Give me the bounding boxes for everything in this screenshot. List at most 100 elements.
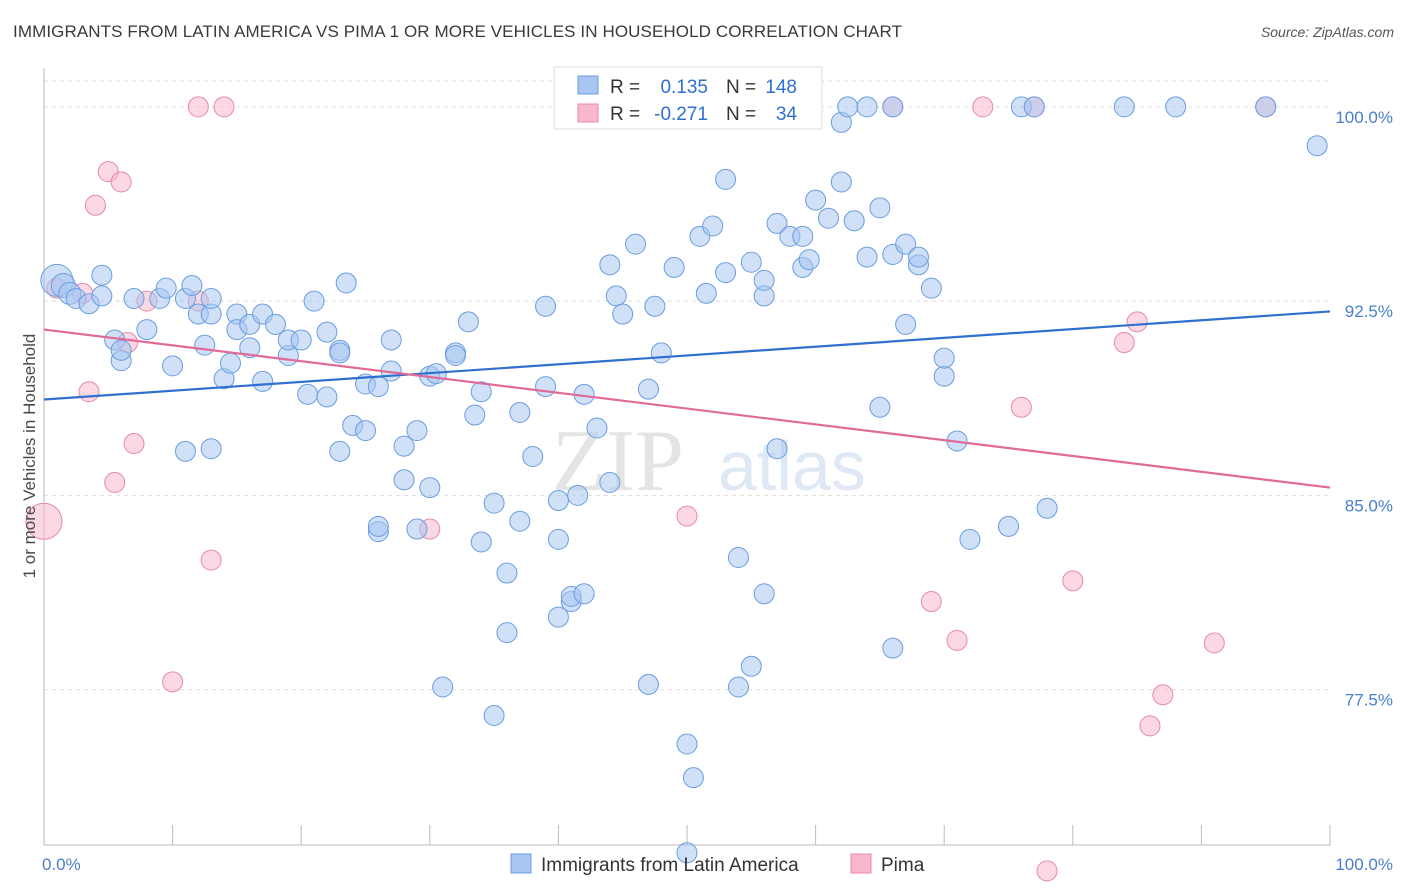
latin-america-point	[316, 386, 338, 408]
trend-lines	[43, 310, 1331, 489]
latin-america-point	[329, 342, 351, 364]
legend-n-value-pink: 34	[776, 104, 798, 125]
latin-america-point	[181, 275, 203, 297]
latin-america-point	[869, 197, 891, 219]
pima-point	[1113, 332, 1135, 354]
latin-america-point	[650, 342, 672, 364]
latin-america-point	[907, 246, 929, 268]
latin-america-point	[470, 381, 492, 403]
latin-america-point	[470, 531, 492, 553]
latin-america-point	[406, 518, 428, 540]
pima-point	[123, 433, 145, 455]
pima-point	[25, 502, 63, 540]
pima-point	[110, 171, 132, 193]
legend-r-label-blue: R =	[610, 77, 640, 98]
latin-america-point	[882, 637, 904, 659]
latin-america-point	[509, 510, 531, 532]
watermark-atlas: atlas	[718, 427, 866, 505]
latin-america-point	[496, 562, 518, 584]
x-tick-label-max: 100.0%	[1335, 855, 1393, 874]
latin-america-point	[895, 313, 917, 335]
legend-r-value-blue: 0.135	[660, 77, 708, 98]
latin-america-point	[393, 469, 415, 491]
latin-america-point	[432, 676, 454, 698]
legend-swatch-blue	[577, 75, 599, 95]
latin-america-point	[637, 378, 659, 400]
latin-america-point	[219, 352, 241, 374]
latin-america-point	[644, 295, 666, 317]
latin-america-point	[464, 404, 486, 426]
y-tick-label: 77.5%	[1345, 691, 1393, 710]
latin-america-point	[535, 376, 557, 398]
latin-america-point	[1306, 135, 1328, 157]
latin-america-point	[586, 417, 608, 439]
latin-america-point	[895, 233, 917, 255]
pima-point	[972, 96, 994, 118]
latin-america-point	[297, 383, 319, 405]
latin-america-point	[612, 303, 634, 325]
latin-america-point	[599, 254, 621, 276]
latin-america-point	[715, 262, 737, 284]
series-legend-swatch-blue	[510, 853, 532, 874]
latin-america-point	[933, 365, 955, 387]
latin-america-point	[766, 212, 788, 234]
latin-america-point	[837, 96, 859, 118]
latin-america-point	[496, 622, 518, 644]
latin-america-point	[239, 337, 261, 359]
x-tick-label-min: 0.0%	[42, 855, 81, 874]
pima-point	[1203, 632, 1225, 654]
legend-swatch-pink	[577, 103, 599, 123]
legend-r-value-pink: -0.271	[654, 104, 708, 125]
latin-america-point	[1165, 96, 1187, 118]
series-legend-swatch-pink	[850, 853, 872, 874]
latin-america-point	[1023, 96, 1045, 118]
latin-america-point	[869, 396, 891, 418]
series-legend-label-pink: Pima	[881, 855, 925, 876]
pima-point	[676, 505, 698, 527]
latin-america-point	[547, 490, 569, 512]
latin-america-point	[856, 246, 878, 268]
latin-america-point	[805, 189, 827, 211]
latin-america-point	[740, 251, 762, 273]
latin-america-point	[535, 295, 557, 317]
pima-point	[946, 629, 968, 651]
latin-america-point	[792, 225, 814, 247]
latin-america-point	[1113, 96, 1135, 118]
latin-america-point	[740, 655, 762, 677]
latin-america-point	[599, 471, 621, 493]
pima-point	[104, 471, 126, 493]
latin-america-point	[136, 319, 158, 341]
latin-america-point	[522, 446, 544, 467]
latin-america-point	[329, 440, 351, 462]
latin-america-point	[695, 282, 717, 304]
latin-america-point	[483, 492, 505, 514]
series-legend-label-blue: Immigrants from Latin America	[541, 855, 799, 876]
pima-point	[1062, 570, 1084, 592]
latin-america-point	[110, 339, 132, 361]
latin-america-point	[174, 440, 196, 462]
latin-america-point	[702, 215, 724, 237]
latin-america-trend-line	[43, 310, 1331, 401]
latin-america-point	[766, 438, 788, 460]
latin-america-point	[882, 96, 904, 118]
latin-america-point	[1255, 96, 1277, 118]
latin-america-point	[264, 313, 286, 335]
legend-n-label-pink: N =	[726, 104, 756, 125]
latin-america-point	[998, 515, 1019, 537]
pima-trend-line	[43, 328, 1331, 489]
pima-point	[1036, 860, 1058, 882]
latin-america-point	[483, 705, 505, 726]
latin-america-point	[380, 329, 402, 351]
latin-america-point	[817, 207, 839, 229]
x-axis-ticks	[43, 825, 1331, 845]
latin-america-point	[509, 401, 531, 423]
latin-america-point	[155, 277, 177, 299]
latin-america-point	[457, 311, 479, 333]
latin-america-point	[682, 767, 704, 789]
latin-america-point	[856, 96, 878, 118]
latin-america-point	[637, 673, 659, 695]
latin-america-point	[676, 842, 698, 864]
y-tick-label: 85.0%	[1345, 496, 1393, 515]
latin-america-point	[753, 269, 775, 291]
